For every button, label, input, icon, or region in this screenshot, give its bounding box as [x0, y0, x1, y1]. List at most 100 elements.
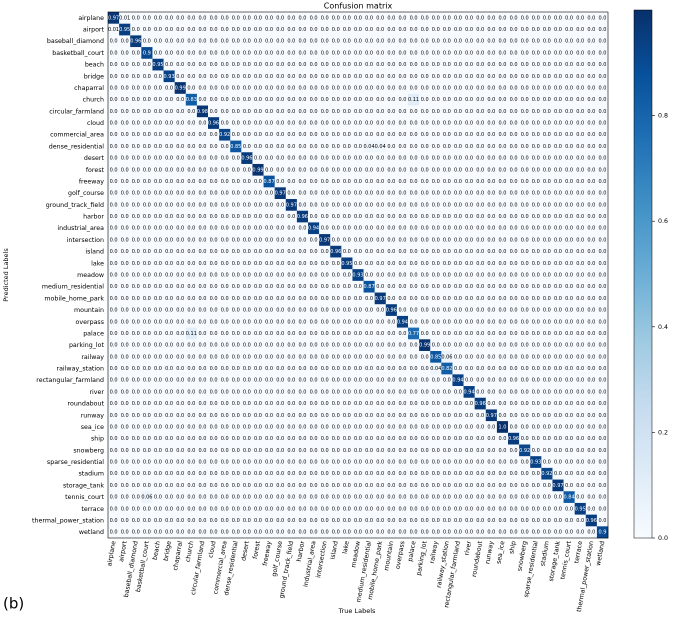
cell-label: 0.0: [154, 296, 162, 302]
cell-label: 0.0: [143, 109, 151, 115]
cell: [330, 315, 342, 328]
cell: [563, 386, 575, 399]
cell: [496, 210, 509, 223]
cell: [141, 23, 153, 36]
cell-label: 0.0: [498, 296, 506, 302]
cell-label: 0.0: [210, 167, 218, 173]
cell-label: 0.0: [498, 319, 506, 325]
cell: [308, 491, 320, 504]
cell: [219, 117, 231, 130]
cell: [574, 456, 587, 469]
cell-label: 0.0: [454, 471, 462, 477]
cell: [341, 105, 353, 118]
cell: [474, 327, 487, 340]
cell: [441, 175, 453, 188]
cell-label: 0.0: [110, 448, 118, 454]
cell: [219, 502, 231, 515]
cell-label: 0.0: [576, 62, 584, 68]
cell-label: 0.0: [343, 167, 351, 173]
cell: [585, 491, 598, 504]
cell: [363, 58, 375, 71]
cell: [119, 82, 131, 95]
cell-label: 0.0: [310, 401, 318, 407]
cell-label: 0.0: [298, 319, 306, 325]
cell: [296, 175, 309, 188]
cell-label: 0.0: [243, 249, 251, 255]
cell: [363, 105, 375, 118]
cell: [285, 199, 298, 212]
cell: [396, 245, 409, 258]
cell: [208, 397, 220, 410]
cell-label: 0.0: [321, 202, 329, 208]
cell: [408, 117, 420, 130]
cell-label: 0.0: [421, 378, 429, 384]
cell: [319, 58, 331, 71]
cell: [485, 140, 498, 153]
cell-label: 0.0: [254, 319, 262, 325]
cell-label: 0.0: [243, 343, 251, 349]
cell-label: 0.0: [310, 273, 318, 279]
cell: [174, 502, 187, 515]
cell-label: 0.0: [576, 226, 584, 232]
cell-label: 0.0: [543, 144, 551, 150]
cell-label: 0.0: [221, 62, 229, 68]
cell: [263, 456, 275, 469]
cell-label: 0.0: [187, 366, 195, 372]
cell-label: 0.0: [165, 121, 173, 127]
cell-label: 0.0: [587, 167, 595, 173]
cell-label: 0.99: [419, 343, 430, 349]
cell: [419, 152, 431, 165]
cell: [319, 467, 331, 480]
cell: [441, 117, 453, 130]
cell-label: 0.0: [143, 354, 151, 360]
cell: [374, 117, 387, 130]
cell: [241, 432, 253, 445]
cell-label: 0.0: [421, 97, 429, 103]
cell-label: 0.0: [532, 389, 540, 395]
cell-label: 0.0: [154, 401, 162, 407]
cell-label: 0.0: [565, 296, 573, 302]
cell-label: 0.0: [232, 448, 240, 454]
cell-label: 0.0: [498, 109, 506, 115]
cell: [252, 467, 264, 480]
cell: [374, 467, 387, 480]
cell: [541, 397, 553, 410]
cell: [252, 292, 264, 305]
cell-label: 0.0: [476, 389, 484, 395]
cell-label: 0.0: [165, 27, 173, 33]
cell-label: 0.0: [132, 97, 140, 103]
cell-label: 0.0: [343, 50, 351, 56]
cell-label: 0.0: [576, 261, 584, 267]
cell: [174, 93, 187, 106]
cell: [319, 152, 331, 165]
cell: [152, 315, 164, 328]
cell: [496, 456, 509, 469]
cell-label: 0.0: [310, 261, 318, 267]
cell: [430, 105, 442, 118]
cell-label: 0.0: [187, 214, 195, 220]
cell: [119, 210, 131, 223]
cell: [408, 409, 420, 422]
cell: [185, 386, 198, 399]
cell: [152, 70, 164, 83]
cell: [196, 304, 209, 317]
cell: [196, 93, 209, 106]
cell: [163, 350, 175, 363]
cell-label: 0.0: [221, 156, 229, 162]
cell-label: 0.0: [532, 179, 540, 185]
cell-label: 0.0: [298, 495, 306, 501]
cell-label: 0.0: [210, 132, 218, 138]
cell-label: 0.0: [487, 378, 495, 384]
cell-label: 0.0: [343, 214, 351, 220]
cell-label: 0.93: [164, 74, 175, 80]
cell-label: 0.0: [276, 436, 284, 442]
cell-label: 0.0: [576, 249, 584, 255]
cell: [563, 58, 575, 71]
cell-label: 0.0: [487, 214, 495, 220]
cell-label: 0.0: [454, 237, 462, 243]
cell: [296, 386, 309, 399]
cell-label: 0.0: [254, 343, 262, 349]
cell-label: 0.0: [510, 389, 518, 395]
cell: [385, 304, 398, 317]
cell: [163, 23, 175, 36]
